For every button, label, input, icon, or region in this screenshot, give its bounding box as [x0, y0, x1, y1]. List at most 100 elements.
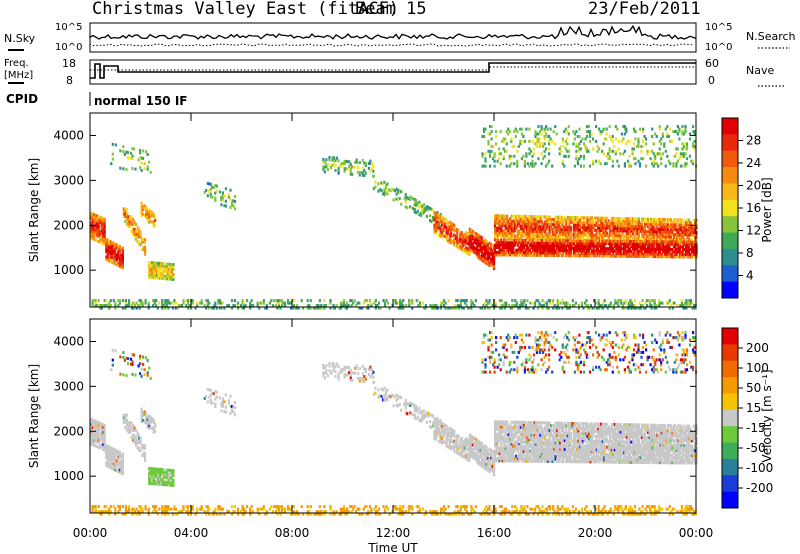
power-cell	[515, 241, 518, 245]
power-cell	[144, 253, 147, 256]
velocity-cell	[105, 456, 108, 460]
power-cell	[170, 263, 173, 266]
power-cell	[641, 232, 644, 236]
power-cell	[215, 306, 218, 310]
velocity-cell	[110, 368, 113, 372]
power-cell	[669, 139, 672, 143]
power-cell	[635, 306, 638, 310]
power-cell	[622, 244, 625, 248]
power-cell	[658, 299, 661, 303]
velocity-cell	[418, 406, 421, 410]
power-cell	[534, 217, 538, 221]
power-cell	[124, 299, 127, 303]
nave-line	[90, 66, 696, 71]
power-cell	[574, 244, 577, 248]
power-cell	[574, 225, 577, 229]
power-cell	[465, 304, 468, 308]
power-cell	[124, 306, 127, 310]
power-cell	[648, 242, 651, 246]
velocity-cell	[103, 438, 106, 442]
power-cell	[315, 304, 318, 308]
velocity-cell	[351, 371, 354, 375]
power-cell	[233, 304, 237, 308]
power-cell	[589, 228, 592, 232]
nave-tick-bottom: 0	[708, 74, 715, 87]
power-cell	[397, 191, 400, 195]
power-cell	[630, 245, 633, 248]
power-cell	[520, 299, 523, 303]
power-cell	[441, 215, 444, 219]
power-cell	[694, 231, 697, 235]
velocity-cell	[103, 448, 106, 452]
power-cell	[93, 232, 96, 236]
power-cell	[544, 227, 547, 231]
power-cell	[610, 244, 613, 248]
power-cell	[577, 230, 580, 234]
velocity-cell	[444, 441, 447, 445]
power-cell	[589, 216, 592, 220]
power-cell	[288, 301, 291, 305]
power-cell	[637, 224, 641, 228]
power-cell	[138, 304, 141, 308]
velocity-cell	[105, 449, 108, 452]
power-cell	[528, 127, 531, 131]
power-cell	[454, 229, 457, 233]
velocity-cell	[233, 413, 237, 417]
power-cell	[484, 127, 487, 131]
power-cell	[555, 132, 558, 136]
velocity-cell	[381, 398, 385, 402]
velocity-cell	[444, 428, 447, 432]
power-cell	[501, 241, 504, 245]
power-cell	[361, 166, 364, 170]
power-cell	[519, 237, 522, 241]
power-cell	[687, 226, 691, 229]
power-cell	[163, 274, 166, 278]
power-cell	[544, 246, 547, 250]
power-cell	[686, 245, 689, 249]
power-cell	[671, 230, 674, 234]
power-cell	[334, 163, 337, 167]
power-cell	[694, 240, 697, 244]
power-cell	[240, 304, 243, 308]
power-cell	[601, 226, 604, 230]
power-cell	[684, 164, 687, 168]
velocity-cell	[143, 420, 146, 424]
velocity-cell	[144, 451, 147, 455]
power-cell	[574, 223, 577, 227]
velocity-cell	[108, 450, 111, 454]
power-cell	[551, 230, 554, 234]
power-cell	[615, 252, 618, 256]
power-cell	[522, 222, 525, 226]
velocity-cell	[140, 415, 143, 419]
power-cell	[523, 159, 526, 163]
power-cell	[522, 238, 525, 242]
power-cell	[501, 234, 504, 238]
power-cell	[632, 306, 635, 310]
power-cell	[522, 246, 525, 250]
power-cell	[450, 231, 453, 235]
velocity-cell	[468, 453, 471, 457]
power-cell	[214, 191, 217, 195]
power-cell	[516, 243, 519, 247]
power-cell	[160, 264, 163, 268]
velocity-cell	[93, 441, 96, 445]
velocity-cell	[209, 401, 212, 405]
power-cell	[622, 227, 625, 230]
velocity-cell	[357, 376, 360, 380]
velocity-cell	[130, 436, 133, 440]
power-cell	[672, 130, 675, 134]
power-cell	[100, 236, 103, 240]
power-cell	[149, 170, 152, 174]
velocity-cell	[103, 443, 106, 447]
power-cell	[537, 215, 541, 219]
power-cell	[647, 245, 650, 249]
power-cell	[322, 157, 325, 161]
power-cell	[528, 253, 531, 257]
power-cell	[583, 301, 587, 305]
power-cell	[509, 224, 512, 228]
power-cell	[541, 239, 544, 242]
power-cell	[337, 166, 340, 170]
power-cell	[100, 306, 103, 310]
nsearch-tick-bottom: 10^0	[705, 42, 732, 53]
power-cell	[670, 304, 673, 308]
